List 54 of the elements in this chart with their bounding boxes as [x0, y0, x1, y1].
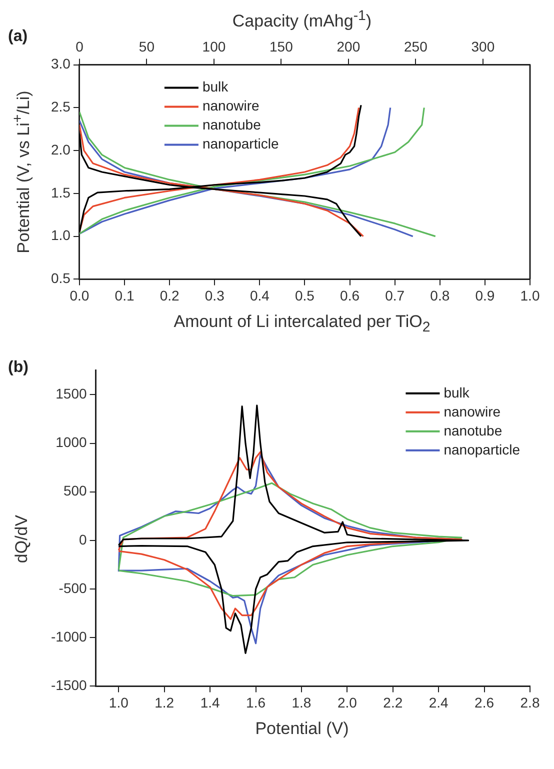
- x-tick-label: 2.0: [337, 694, 358, 711]
- x-tick-label: 2.2: [383, 694, 403, 711]
- x-tick-label: 0.4: [250, 287, 270, 304]
- legend-label: nanotube: [444, 422, 502, 438]
- x2-tick-label: 300: [471, 38, 495, 54]
- x-tick-label: 2.6: [474, 694, 494, 711]
- chart-title: (a): [8, 28, 28, 46]
- y-tick-label: -1000: [50, 628, 88, 645]
- x-tick-label: 0.2: [160, 287, 180, 304]
- y-tick-label: 0: [79, 531, 88, 548]
- legend-label: nanowire: [202, 97, 260, 114]
- x-tick-label: 2.4: [428, 694, 449, 711]
- x-tick-label: 1.8: [292, 694, 312, 711]
- x2-tick-label: 150: [270, 38, 294, 54]
- x-tick-label: 0.8: [430, 287, 450, 304]
- x-tick-label: 1.2: [154, 694, 174, 711]
- x2-tick-label: 250: [404, 38, 428, 54]
- x-axis-title: Potential (V): [254, 719, 350, 740]
- x-tick-label: 0.6: [340, 287, 360, 304]
- legend-label: bulk: [444, 384, 470, 400]
- chart-title: (b): [8, 359, 28, 378]
- x-axis-title: Amount of Li intercalated per TiO$_{2}$: [172, 312, 432, 336]
- x2-tick-label: 200: [336, 38, 360, 54]
- y-tick-label: 2.0: [50, 141, 71, 158]
- x-tick-label: 1.0: [108, 694, 129, 711]
- x-tick-label: 0.0: [70, 287, 90, 304]
- x-tick-label: 0.3: [204, 287, 225, 304]
- x2-axis-title: Capacity (mAhg$^{-1}$): [232, 8, 372, 31]
- y-tick-label: 500: [63, 482, 88, 499]
- y-tick-label: 3.0: [50, 55, 71, 72]
- y-tick-label: 1000: [56, 434, 88, 450]
- legend-label: nanotube: [202, 116, 262, 132]
- y-axis-title: dQ/dV: [12, 514, 32, 564]
- x-tick-label: 2.8: [520, 694, 540, 711]
- legend-label: nanowire: [444, 403, 501, 420]
- x-tick-label: 0.7: [385, 287, 405, 304]
- y-tick-label: -500: [58, 580, 88, 596]
- x-tick-label: 1.4: [200, 694, 220, 711]
- legend-label: bulk: [202, 78, 230, 94]
- y-tick-label: 0.5: [50, 270, 71, 286]
- x-tick-label: 1.6: [246, 694, 266, 711]
- y-tick-label: 1500: [56, 386, 88, 402]
- legend-label: nanoparticle: [444, 441, 520, 458]
- x-tick-label: 0.1: [114, 287, 134, 304]
- y-tick-label: 1.5: [50, 184, 71, 200]
- y-tick-label: 2.5: [50, 98, 71, 114]
- y-tick-label: 1.0: [50, 226, 71, 243]
- legend-label: nanoparticle: [202, 135, 279, 152]
- x2-tick-label: 100: [202, 38, 226, 54]
- y-tick-label: -1500: [50, 677, 88, 694]
- x-tick-label: 1.0: [520, 287, 540, 304]
- x2-tick-label: 50: [138, 38, 155, 54]
- x-tick-label: 0.9: [475, 287, 495, 304]
- x-tick-label: 0.5: [294, 287, 315, 304]
